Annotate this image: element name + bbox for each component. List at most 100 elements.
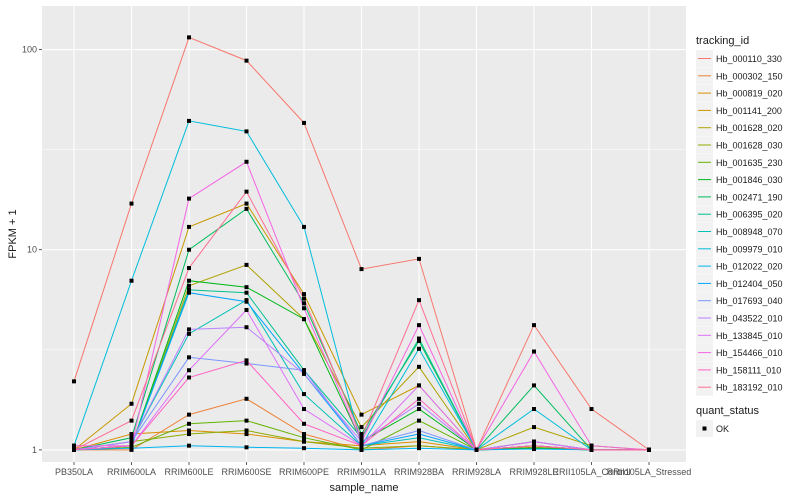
data-point [417,435,421,440]
data-point [244,361,249,366]
data-point [187,247,191,252]
data-point [532,349,536,354]
data-point [359,447,364,452]
data-point [187,278,191,283]
data-point [244,358,249,363]
data-point [532,443,536,448]
data-point [187,368,191,373]
data-point [244,262,249,267]
data-point [359,439,364,444]
data-point [359,435,364,440]
shape-legend-label: OK [716,424,729,434]
legend-label: Hb_000302_150 [716,71,783,81]
x-tick-label: RRIM901LA [337,467,386,477]
data-point [244,307,249,312]
data-point [129,432,134,437]
data-point [244,189,249,194]
data-point [244,396,249,401]
data-point [302,292,306,297]
x-tick-label: PB350LA [55,467,93,477]
legend-label: Hb_001628_030 [716,141,783,151]
y-tick-label: 1 [32,445,37,455]
x-tick-label: RRIM600PE [279,467,329,477]
data-point [302,432,306,437]
data-point [244,58,249,63]
data-point [129,435,134,440]
data-point [302,120,306,125]
data-point [244,445,249,450]
legend-label: Hb_012404_050 [716,279,783,289]
data-point [532,383,536,388]
data-point [244,201,249,206]
data-point [129,446,134,451]
data-point [187,327,191,332]
data-point [417,443,421,448]
legend-label: Hb_001628_020 [716,123,783,133]
data-point [417,256,421,261]
shape-legend-title: quant_status [696,405,759,417]
data-point [187,35,191,40]
data-point [417,439,421,444]
data-point [302,392,306,397]
data-point [187,118,191,123]
data-point [187,443,191,448]
legend-label: Hb_017693_040 [716,296,783,306]
data-point [302,296,306,301]
legend-label: Hb_009979_010 [716,244,783,254]
data-point [244,299,249,304]
data-point [187,266,191,271]
data-point [244,428,249,433]
shape-legend-marker-square [702,426,707,431]
data-point [72,379,76,384]
data-point [129,401,134,406]
data-point [187,432,191,437]
legend-label: Hb_183192_010 [716,383,783,393]
data-point [244,129,249,134]
data-point [532,439,536,444]
x-tick-label: RRIM928BA [394,467,444,477]
data-point [647,447,651,452]
x-tick-label: RRII105LA_Control [552,467,630,477]
data-point [187,421,191,426]
data-point [187,290,191,295]
x-tick-label: RRII105LA_Stressed [607,467,692,477]
data-point [359,267,364,272]
data-point [244,418,249,423]
data-point [129,278,134,283]
x-tick-label: RRIM928LE [509,467,558,477]
data-point [474,447,479,452]
legend-label: Hb_001635_230 [716,158,783,168]
data-point [417,401,421,406]
data-point [417,432,421,437]
data-point [129,439,134,444]
data-point [187,331,191,336]
data-point [129,418,134,423]
x-tick-label: RRIM600LA [107,467,156,477]
data-point [417,323,421,328]
data-point [244,285,249,290]
legend-label: Hb_008948_070 [716,227,783,237]
data-point [302,435,306,440]
legend-label: Hb_001141_200 [716,106,782,116]
data-point [187,412,191,417]
data-point [417,446,421,451]
data-point [302,371,306,376]
plot-panel [42,6,686,462]
data-point [72,447,76,452]
data-point [589,407,594,412]
data-point [532,425,536,430]
data-point [187,428,191,433]
x-tick-label: RRIM600LE [164,467,213,477]
x-axis: PB350LA RRIM600LA RRIM600LE RRIM600SE RRIM60… [55,462,691,477]
data-point [532,407,536,412]
data-point [417,407,421,412]
shape-legend: quant_status OK [696,405,759,437]
data-point [187,283,191,288]
data-point [417,418,421,423]
y-tick-label: 100 [22,45,37,55]
data-point [359,432,364,437]
data-point [244,159,249,164]
data-point [302,224,306,229]
data-point [129,443,134,448]
data-point [532,323,536,328]
